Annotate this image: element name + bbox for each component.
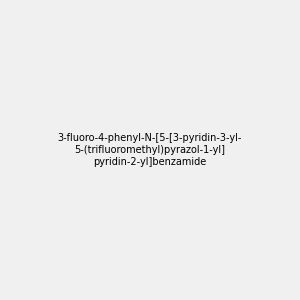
Text: 3-fluoro-4-phenyl-N-[5-[3-pyridin-3-yl-
5-(trifluoromethyl)pyrazol-1-yl]
pyridin: 3-fluoro-4-phenyl-N-[5-[3-pyridin-3-yl- … (58, 134, 242, 166)
